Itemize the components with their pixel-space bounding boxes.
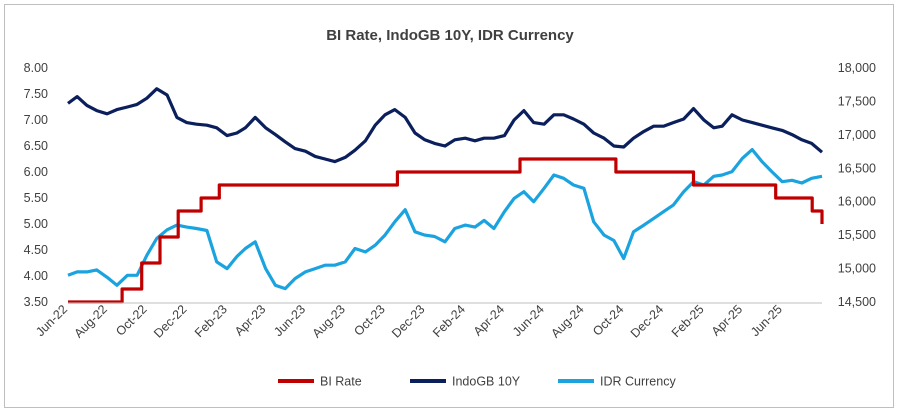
x-tick-label: Aug-23 xyxy=(310,302,348,340)
x-tick-label: Oct-23 xyxy=(351,302,387,338)
legend-label: IDR Currency xyxy=(600,375,676,389)
x-tick-label: Apr-24 xyxy=(471,302,507,338)
legend-label: BI Rate xyxy=(320,375,362,389)
x-tick-label: Feb-24 xyxy=(430,302,468,340)
x-tick-label: Jun-25 xyxy=(748,302,785,339)
left-tick-label: 5.00 xyxy=(24,217,48,231)
x-axis-ticks: Jun-22 Aug-22 Oct-22 Dec-22 Feb-23 Apr-23 Jun-… xyxy=(33,302,785,340)
x-tick-label: Apr-23 xyxy=(232,302,268,338)
left-tick-label: 7.00 xyxy=(24,113,48,127)
x-tick-label: Dec-24 xyxy=(628,302,666,340)
left-tick-label: 4.50 xyxy=(24,243,48,257)
series-line-indogb-10y xyxy=(67,87,824,164)
x-tick-label: Oct-22 xyxy=(113,302,149,338)
right-tick-label: 17,500 xyxy=(838,94,876,108)
series-line-idr-currency xyxy=(67,148,823,291)
legend: BI Rate IndoGB 10Y IDR Currency xyxy=(278,375,676,389)
series-layer xyxy=(67,87,824,304)
chart-frame xyxy=(4,4,894,408)
x-tick-label: Oct-24 xyxy=(590,302,626,338)
x-tick-label: Apr-25 xyxy=(709,302,745,338)
x-tick-label: Feb-25 xyxy=(669,302,707,340)
x-tick-label: Dec-22 xyxy=(151,302,189,340)
left-tick-label: 6.50 xyxy=(24,139,48,153)
x-tick-label: Aug-24 xyxy=(548,302,586,340)
legend-label: IndoGB 10Y xyxy=(452,375,521,389)
left-tick-label: 7.50 xyxy=(24,87,48,101)
right-tick-label: 15,500 xyxy=(838,228,876,242)
right-tick-label: 15,000 xyxy=(838,262,876,276)
x-tick-label: Jun-24 xyxy=(510,302,547,339)
right-axis-ticks: 14,500 15,000 15,500 16,000 16,500 17,000 17,5… xyxy=(838,61,876,309)
x-tick-label: Dec-23 xyxy=(389,302,427,340)
right-tick-label: 16,500 xyxy=(838,161,876,175)
x-tick-label: Aug-22 xyxy=(72,302,110,340)
left-tick-label: 4.00 xyxy=(24,269,48,283)
x-tick-label: Feb-23 xyxy=(192,302,230,340)
x-tick-label: Jun-23 xyxy=(271,302,308,339)
right-tick-label: 17,000 xyxy=(838,128,876,142)
right-tick-label: 14,500 xyxy=(838,295,876,309)
left-tick-label: 3.50 xyxy=(24,295,48,309)
series-line-bi-rate xyxy=(68,157,824,304)
left-tick-label: 6.00 xyxy=(24,165,48,179)
right-tick-label: 16,000 xyxy=(838,195,876,209)
left-tick-label: 5.50 xyxy=(24,191,48,205)
chart-title: BI Rate, IndoGB 10Y, IDR Currency xyxy=(326,27,574,44)
right-tick-label: 18,000 xyxy=(838,61,876,75)
left-axis-ticks: 3.50 4.00 4.50 5.00 5.50 6.00 6.50 7.00 7.50 8.00 xyxy=(24,61,48,309)
left-tick-label: 8.00 xyxy=(24,61,48,75)
